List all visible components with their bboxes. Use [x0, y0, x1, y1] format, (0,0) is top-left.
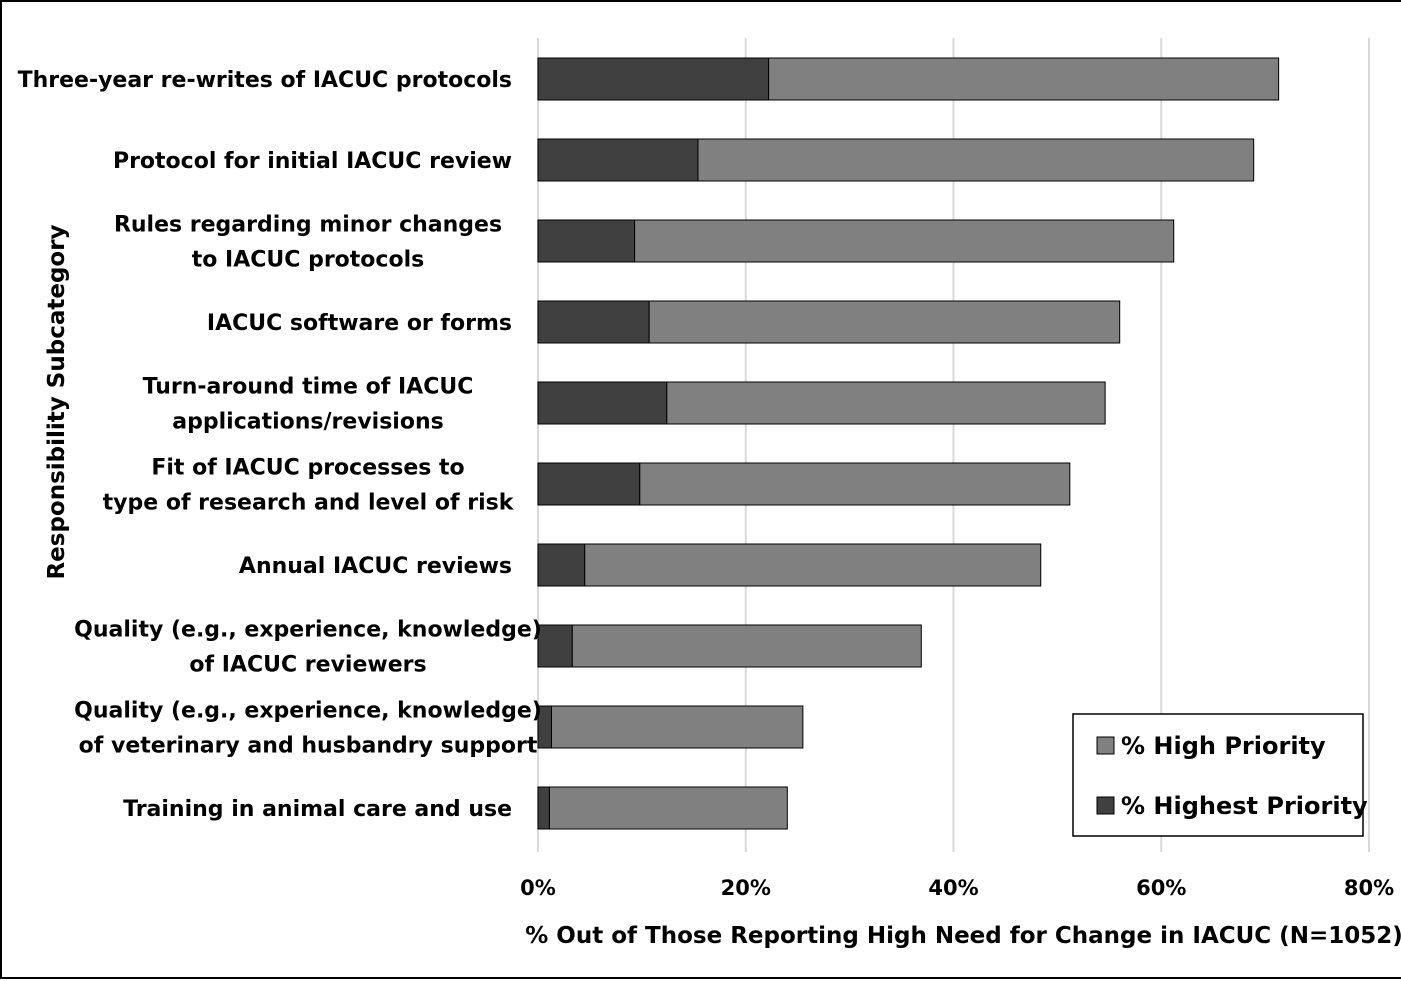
- category-label-5-line-0: Fit of IACUC processes to: [151, 456, 464, 481]
- category-label-4-line-1: applications/revisions: [172, 410, 443, 435]
- bar-high-priority-3: [648, 300, 1121, 344]
- legend-label-high-priority: % High Priority: [1121, 732, 1326, 760]
- bar-highest-priority-1: [537, 138, 699, 182]
- bar-highest-priority-3: [537, 300, 650, 344]
- x-tick-labels: 0% 20% 40% 60% 80%: [520, 876, 1394, 900]
- bar-high-priority-6: [584, 543, 1042, 587]
- category-label-8-line-1: of veterinary and husbandry support: [79, 734, 538, 759]
- legend: % High Priority % Highest Priority: [1072, 713, 1368, 837]
- category-label-0-line-0: Three-year re-writes of IACUC protocols: [18, 68, 512, 93]
- category-label-2-line-1: to IACUC protocols: [192, 248, 424, 273]
- bar-highest-priority-4: [537, 381, 668, 425]
- x-axis-title: % Out of Those Reporting High Need for C…: [525, 923, 1401, 949]
- category-labels: Three-year re-writes of IACUC protocols P…: [18, 68, 542, 822]
- bar-high-priority-2: [634, 219, 1175, 263]
- bar-highest-priority-9: [537, 786, 550, 830]
- bar-highest-priority-0: [537, 57, 770, 101]
- bar-high-priority-1: [697, 138, 1255, 182]
- x-tick-label-2: 40%: [928, 876, 978, 900]
- category-label-5-line-1: type of research and level of risk: [103, 491, 515, 516]
- category-label-8-line-0: Quality (e.g., experience, knowledge): [74, 699, 542, 724]
- bar-high-priority-0: [768, 57, 1280, 101]
- bar-highest-priority-6: [537, 543, 586, 587]
- bars: [537, 57, 1280, 830]
- legend-box: [1072, 713, 1364, 837]
- bar-highest-priority-5: [537, 462, 641, 506]
- bar-highest-priority-7: [537, 624, 573, 668]
- category-label-7-line-0: Quality (e.g., experience, knowledge): [74, 618, 542, 643]
- bar-high-priority-8: [551, 705, 804, 749]
- bar-highest-priority-2: [537, 219, 636, 263]
- bar-high-priority-9: [548, 786, 788, 830]
- category-label-7-line-1: of IACUC reviewers: [189, 653, 426, 678]
- y-axis-title: Responsibility Subcategory: [44, 224, 70, 579]
- bar-high-priority-4: [666, 381, 1106, 425]
- category-label-6-line-0: Annual IACUC reviews: [239, 554, 512, 579]
- bar-high-priority-7: [571, 624, 922, 668]
- x-tick-label-1: 20%: [721, 876, 771, 900]
- x-tick-label-0: 0%: [520, 876, 556, 900]
- category-label-2-line-0: Rules regarding minor changes: [114, 213, 502, 238]
- bar-high-priority-5: [639, 462, 1071, 506]
- category-label-4-line-0: Turn-around time of IACUC: [143, 375, 474, 400]
- category-label-3-line-0: IACUC software or forms: [207, 311, 512, 336]
- legend-label-highest-priority: % Highest Priority: [1121, 792, 1368, 820]
- x-tick-label-3: 60%: [1136, 876, 1186, 900]
- category-label-9-line-0: Training in animal care and use: [123, 797, 512, 822]
- legend-swatch-high-priority: [1096, 736, 1115, 755]
- x-tick-label-4: 80%: [1344, 876, 1394, 900]
- legend-swatch-highest-priority: [1096, 796, 1115, 815]
- category-label-1-line-0: Protocol for initial IACUC review: [113, 149, 512, 174]
